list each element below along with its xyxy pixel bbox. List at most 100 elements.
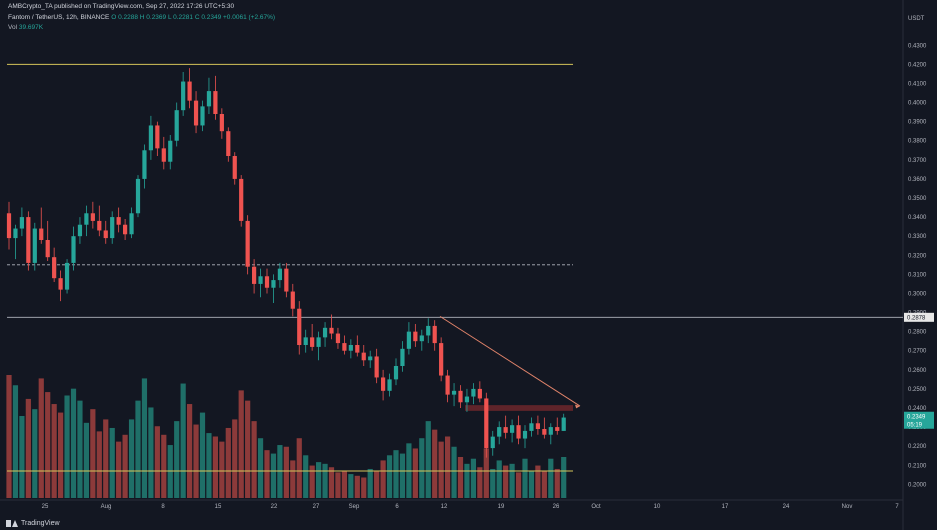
candle-body	[484, 398, 489, 449]
y-tick-label: 0.3800	[908, 139, 927, 145]
candle-body	[522, 430, 528, 439]
x-tick-label: 7	[895, 504, 899, 510]
candle-body	[161, 148, 166, 162]
candle-body	[561, 417, 566, 431]
candle-body	[39, 228, 44, 240]
candle-body	[232, 156, 237, 179]
x-tick-label: 25	[42, 504, 49, 510]
candle-body	[497, 427, 502, 437]
candle-body	[264, 276, 270, 288]
volume-bar	[361, 477, 367, 498]
y-tick-label: 0.2200	[908, 444, 927, 450]
y-tick-label: 0.2600	[908, 368, 927, 374]
tradingview-brand: TradingView	[21, 520, 60, 527]
volume-bar	[432, 429, 438, 498]
volume-bar	[25, 398, 31, 498]
candle-body	[535, 423, 540, 429]
volume-legend: Vol 39.697K	[8, 24, 44, 32]
volume-value: 39.697K	[18, 24, 44, 31]
volume-bar	[348, 474, 354, 498]
candle-body	[426, 325, 431, 336]
candle-body	[77, 224, 83, 237]
candle-body	[181, 81, 186, 111]
candle-body	[413, 331, 418, 342]
x-tick-label: 22	[271, 504, 278, 510]
candle-body	[529, 423, 534, 431]
volume-bar	[419, 438, 425, 498]
candle-body	[110, 217, 115, 239]
volume-bar	[341, 470, 347, 498]
candle-body	[439, 343, 444, 376]
x-tick-label: Aug	[101, 504, 112, 510]
volume-bar	[199, 412, 206, 498]
y-tick-label: 0.3300	[908, 234, 927, 240]
candle-body	[123, 224, 128, 235]
volume-bar	[32, 409, 38, 498]
volume-bar	[225, 427, 231, 498]
volume-bar	[554, 468, 560, 498]
publish-info: AMBCrypto_TA published on TradingView.co…	[8, 3, 235, 10]
volume-bar	[219, 441, 225, 498]
y-tick-label: 0.2000	[908, 482, 927, 488]
x-tick-label: Nov	[842, 504, 853, 510]
volume-bar	[367, 468, 373, 498]
symbol-legend: Fantom / TetherUS, 12h, BINANCE O 0.2288…	[8, 14, 275, 22]
volume-bar	[374, 470, 380, 498]
candle-body	[381, 377, 386, 391]
volume-bar	[90, 409, 96, 498]
volume-bar	[264, 450, 270, 498]
y-tick-label: 0.3600	[908, 177, 927, 183]
y-tick-label: 0.3500	[908, 196, 927, 202]
volume-bar	[303, 455, 309, 498]
y-tick-label: 0.3700	[908, 158, 927, 164]
candle-body	[148, 125, 153, 151]
volume-bar	[58, 412, 64, 498]
y-tick-label: 0.4300	[908, 43, 927, 49]
x-tick-label: 27	[313, 504, 320, 510]
volume-bar	[412, 448, 418, 498]
y-axis-unit: USDT	[908, 16, 925, 22]
volume-bar	[438, 441, 444, 498]
candle-body	[490, 436, 495, 449]
candle-body	[174, 110, 179, 141]
candle-body	[368, 356, 373, 361]
candle-body	[135, 178, 141, 214]
candle-body	[322, 327, 328, 338]
volume-bar	[38, 378, 44, 498]
volume-bar	[528, 470, 535, 498]
y-tick-label: 0.3900	[908, 120, 927, 126]
volume-bar	[70, 388, 77, 498]
x-tick-label: 24	[783, 504, 790, 510]
candle-body	[45, 240, 50, 258]
candle-body	[316, 337, 321, 347]
volume-bar	[128, 419, 135, 498]
candle-body	[510, 425, 515, 433]
candle-body	[290, 291, 295, 309]
candle-body	[252, 266, 257, 284]
candle-body	[13, 228, 18, 239]
volume-bar	[316, 462, 322, 498]
volume-bar	[296, 438, 302, 498]
candle-body	[406, 331, 411, 349]
candle-body	[226, 131, 231, 156]
y-tick-label: 0.4100	[908, 81, 927, 87]
volume-bar	[64, 395, 70, 498]
candle-body	[284, 268, 289, 292]
volume-bar	[451, 446, 457, 498]
volume-bar	[522, 458, 528, 498]
candle-body	[129, 213, 134, 235]
candle-body	[84, 213, 89, 225]
volume-bar	[393, 450, 399, 498]
candle-body	[71, 236, 76, 263]
candle-body	[52, 257, 57, 279]
tradingview-logo[interactable]: TradingView	[6, 520, 60, 527]
x-tick-label: 6	[395, 504, 399, 510]
candle-body	[329, 327, 334, 334]
candle-body	[477, 388, 482, 399]
level-badge	[904, 312, 934, 322]
volume-bar	[445, 436, 451, 498]
volume-bar	[425, 421, 431, 498]
candle-body	[387, 379, 392, 391]
candle-body	[32, 228, 37, 263]
